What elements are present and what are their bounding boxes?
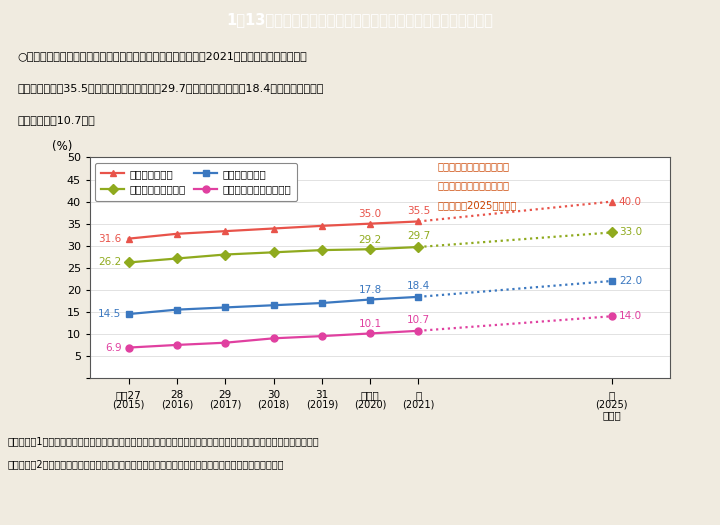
Text: (%): (%): [53, 140, 73, 153]
Text: ３: ３: [415, 391, 422, 401]
Text: (2015): (2015): [112, 399, 145, 409]
Text: （備考）　1．内閣府「地方公共団体における男女共同参画社会の形成又は女性に関する施策の推進状況」より作成。: （備考） 1．内閣府「地方公共団体における男女共同参画社会の形成又は女性に関する…: [7, 436, 319, 446]
Text: 29.2: 29.2: [359, 235, 382, 245]
Text: 35.0: 35.0: [359, 209, 382, 219]
Text: 14.0: 14.0: [619, 311, 642, 321]
Text: 6.9: 6.9: [105, 343, 122, 353]
Text: 29: 29: [219, 391, 232, 401]
Text: 令和２: 令和２: [361, 391, 379, 401]
Text: ７: ７: [608, 391, 615, 401]
Text: 17.8: 17.8: [359, 285, 382, 296]
Text: (2016): (2016): [161, 399, 193, 409]
Text: （第５次男女共同参画基本: （第５次男女共同参画基本: [438, 161, 510, 171]
Text: 14.5: 14.5: [98, 309, 122, 319]
Text: (2020): (2020): [354, 399, 387, 409]
Text: 2．原則として各年４月１日現在であるが、各地方公共団体の事情により異なる場合がある。: 2．原則として各年４月１日現在であるが、各地方公共団体の事情により異なる場合があ…: [7, 459, 284, 469]
Text: 30: 30: [267, 391, 280, 401]
Text: 29.7: 29.7: [407, 232, 430, 242]
Text: (2019): (2019): [306, 399, 338, 409]
Text: (2025): (2025): [595, 399, 628, 409]
Text: （年）: （年）: [602, 410, 621, 420]
Text: 35.5: 35.5: [407, 206, 430, 216]
Text: 計画における成果目標）: 計画における成果目標）: [438, 181, 510, 191]
Text: (2017): (2017): [209, 399, 241, 409]
Text: 1－13図　市区町村職員の各役職段階に占める女性の割合の推移: 1－13図 市区町村職員の各役職段階に占める女性の割合の推移: [227, 12, 493, 27]
Text: 庁係長相当職35.5％、本庁課長補佐相当職29.7％、本庁課長相当職18.4％、本庁部局長・: 庁係長相当職35.5％、本庁課長補佐相当職29.7％、本庁課長相当職18.4％、…: [18, 83, 324, 93]
Text: (2021): (2021): [402, 399, 435, 409]
Text: (2018): (2018): [258, 399, 289, 409]
Text: 10.1: 10.1: [359, 319, 382, 329]
Text: 28: 28: [171, 391, 184, 401]
Text: 10.7: 10.7: [407, 315, 430, 326]
Text: 31.6: 31.6: [98, 234, 122, 244]
Text: 33.0: 33.0: [619, 227, 642, 237]
Text: 40.0: 40.0: [619, 196, 642, 207]
Legend: 本庁係長相当職, 本庁課長補佐相当職, 本庁課長相当職, 本庁部局長・次長相当職: 本庁係長相当職, 本庁課長補佐相当職, 本庁課長相当職, 本庁部局長・次長相当職: [95, 163, 297, 201]
Text: （いずれも2025年度末）: （いずれも2025年度末）: [438, 201, 517, 211]
Text: 31: 31: [315, 391, 328, 401]
Text: 18.4: 18.4: [407, 281, 430, 291]
Text: 次長相当職10.7％。: 次長相当職10.7％。: [18, 115, 96, 125]
Text: 26.2: 26.2: [98, 257, 122, 267]
Text: 22.0: 22.0: [619, 276, 642, 286]
Text: ○市区町村職員の各役職段階に占める女性の割合は、令和３（2021）年４月１日現在で、本: ○市区町村職員の各役職段階に占める女性の割合は、令和３（2021）年４月１日現在…: [18, 51, 307, 61]
Text: 平成27: 平成27: [116, 391, 142, 401]
